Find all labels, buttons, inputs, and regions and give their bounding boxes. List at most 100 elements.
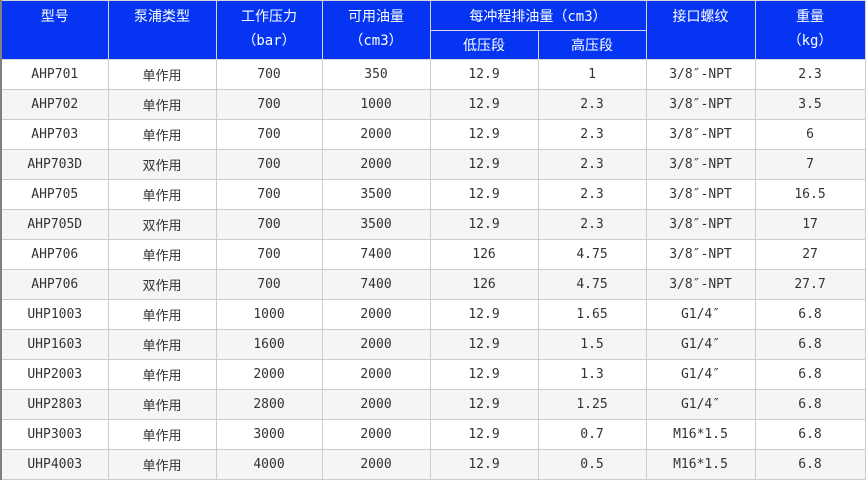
cell-low-stage: 12.9	[429, 419, 539, 450]
cell-model: UHP1603	[0, 329, 109, 360]
cell-oil-capacity: 7400	[321, 239, 431, 270]
header-working-pressure-line1: 工作压力	[241, 9, 297, 25]
cell-low-stage: 12.9	[429, 119, 539, 150]
cell-oil-capacity: 3500	[321, 179, 431, 210]
header-oil-capacity-line2: （cm3）	[349, 33, 403, 49]
cell-pump-type: 单作用	[107, 239, 217, 270]
header-port-thread: 接口螺纹	[645, 0, 756, 60]
table-row: AHP706 单作用 700 7400 126 4.75 3/8″-NPT 27	[0, 239, 866, 270]
header-per-stroke-label: 每冲程排油量（cm3）	[469, 9, 607, 25]
cell-model: AHP703D	[0, 149, 109, 180]
cell-working-pressure: 700	[215, 59, 323, 90]
cell-weight: 6.8	[754, 419, 866, 450]
cell-pump-type: 单作用	[107, 449, 217, 480]
table-row: AHP705 单作用 700 3500 12.9 2.3 3/8″-NPT 16…	[0, 179, 866, 210]
table-row: UHP1603 单作用 1600 2000 12.9 1.5 G1/4″ 6.8	[0, 329, 866, 360]
cell-model: AHP705	[0, 179, 109, 210]
cell-oil-capacity: 1000	[321, 89, 431, 120]
cell-model: UHP3003	[0, 419, 109, 450]
cell-working-pressure: 3000	[215, 419, 323, 450]
cell-low-stage: 12.9	[429, 149, 539, 180]
cell-high-stage: 1.25	[537, 389, 647, 420]
header-working-pressure-line2: （bar）	[242, 33, 296, 49]
cell-model: UHP2803	[0, 389, 109, 420]
cell-high-stage: 2.3	[537, 209, 647, 240]
cell-oil-capacity: 2000	[321, 299, 431, 330]
cell-port-thread: M16*1.5	[645, 419, 756, 450]
cell-high-stage: 2.3	[537, 179, 647, 210]
header-weight-line1: 重量	[796, 9, 825, 25]
cell-working-pressure: 2000	[215, 359, 323, 390]
header-high-stage: 高压段	[537, 30, 647, 60]
cell-pump-type: 双作用	[107, 269, 217, 300]
cell-port-thread: 3/8″-NPT	[645, 89, 756, 120]
cell-model: AHP702	[0, 89, 109, 120]
cell-weight: 17	[754, 209, 866, 240]
header-model-label: 型号	[40, 9, 69, 25]
cell-weight: 6.8	[754, 299, 866, 330]
header-row-1: 型号 泵浦类型 工作压力 （bar） 可用油量 （cm3） 每冲程排油量（cm3…	[0, 0, 866, 60]
header-working-pressure: 工作压力 （bar）	[215, 0, 323, 60]
cell-low-stage: 12.9	[429, 359, 539, 390]
cell-low-stage: 12.9	[429, 209, 539, 240]
cell-port-thread: 3/8″-NPT	[645, 239, 756, 270]
table-row: AHP702 单作用 700 1000 12.9 2.3 3/8″-NPT 3.…	[0, 89, 866, 120]
header-low-stage-label: 低压段	[463, 38, 505, 54]
cell-low-stage: 12.9	[429, 89, 539, 120]
cell-oil-capacity: 2000	[321, 389, 431, 420]
table-header: 型号 泵浦类型 工作压力 （bar） 可用油量 （cm3） 每冲程排油量（cm3…	[0, 0, 866, 60]
cell-low-stage: 12.9	[429, 449, 539, 480]
cell-high-stage: 1.5	[537, 329, 647, 360]
cell-model: UHP1003	[0, 299, 109, 330]
cell-model: UHP4003	[0, 449, 109, 480]
table-row: AHP703D 双作用 700 2000 12.9 2.3 3/8″-NPT 7	[0, 149, 866, 180]
cell-low-stage: 12.9	[429, 59, 539, 90]
cell-pump-type: 单作用	[107, 329, 217, 360]
cell-high-stage: 4.75	[537, 239, 647, 270]
header-port-thread-label: 接口螺纹	[672, 9, 729, 25]
cell-model: AHP705D	[0, 209, 109, 240]
cell-weight: 27	[754, 239, 866, 270]
cell-working-pressure: 700	[215, 179, 323, 210]
table-body: AHP701 单作用 700 350 12.9 1 3/8″-NPT 2.3 A…	[0, 59, 866, 480]
cell-weight: 6.8	[754, 389, 866, 420]
cell-high-stage: 2.3	[537, 149, 647, 180]
cell-pump-type: 单作用	[107, 389, 217, 420]
header-pump-type: 泵浦类型	[107, 0, 217, 60]
cell-weight: 27.7	[754, 269, 866, 300]
cell-pump-type: 单作用	[107, 59, 217, 90]
cell-high-stage: 1.3	[537, 359, 647, 390]
cell-port-thread: 3/8″-NPT	[645, 179, 756, 210]
table-row: UHP4003 单作用 4000 2000 12.9 0.5 M16*1.5 6…	[0, 449, 866, 480]
header-low-stage: 低压段	[429, 30, 539, 60]
cell-port-thread: 3/8″-NPT	[645, 209, 756, 240]
cell-port-thread: 3/8″-NPT	[645, 119, 756, 150]
cell-pump-type: 双作用	[107, 209, 217, 240]
cell-high-stage: 2.3	[537, 89, 647, 120]
cell-port-thread: 3/8″-NPT	[645, 149, 756, 180]
cell-pump-type: 单作用	[107, 299, 217, 330]
cell-weight: 6.8	[754, 359, 866, 390]
cell-port-thread: 3/8″-NPT	[645, 59, 756, 90]
cell-low-stage: 12.9	[429, 329, 539, 360]
cell-port-thread: M16*1.5	[645, 449, 756, 480]
cell-weight: 6.8	[754, 449, 866, 480]
cell-working-pressure: 700	[215, 239, 323, 270]
cell-oil-capacity: 7400	[321, 269, 431, 300]
cell-port-thread: G1/4″	[645, 299, 756, 330]
cell-pump-type: 单作用	[107, 89, 217, 120]
header-row-2: 低压段 高压段	[1, 30, 865, 60]
cell-port-thread: G1/4″	[645, 329, 756, 360]
cell-high-stage: 4.75	[537, 269, 647, 300]
cell-low-stage: 12.9	[429, 299, 539, 330]
cell-working-pressure: 1000	[215, 299, 323, 330]
cell-high-stage: 2.3	[537, 119, 647, 150]
table-row: AHP703 单作用 700 2000 12.9 2.3 3/8″-NPT 6	[0, 119, 866, 150]
cell-working-pressure: 700	[215, 89, 323, 120]
cell-oil-capacity: 2000	[321, 419, 431, 450]
cell-port-thread: G1/4″	[645, 389, 756, 420]
cell-oil-capacity: 3500	[321, 209, 431, 240]
cell-pump-type: 单作用	[107, 179, 217, 210]
cell-high-stage: 0.7	[537, 419, 647, 450]
